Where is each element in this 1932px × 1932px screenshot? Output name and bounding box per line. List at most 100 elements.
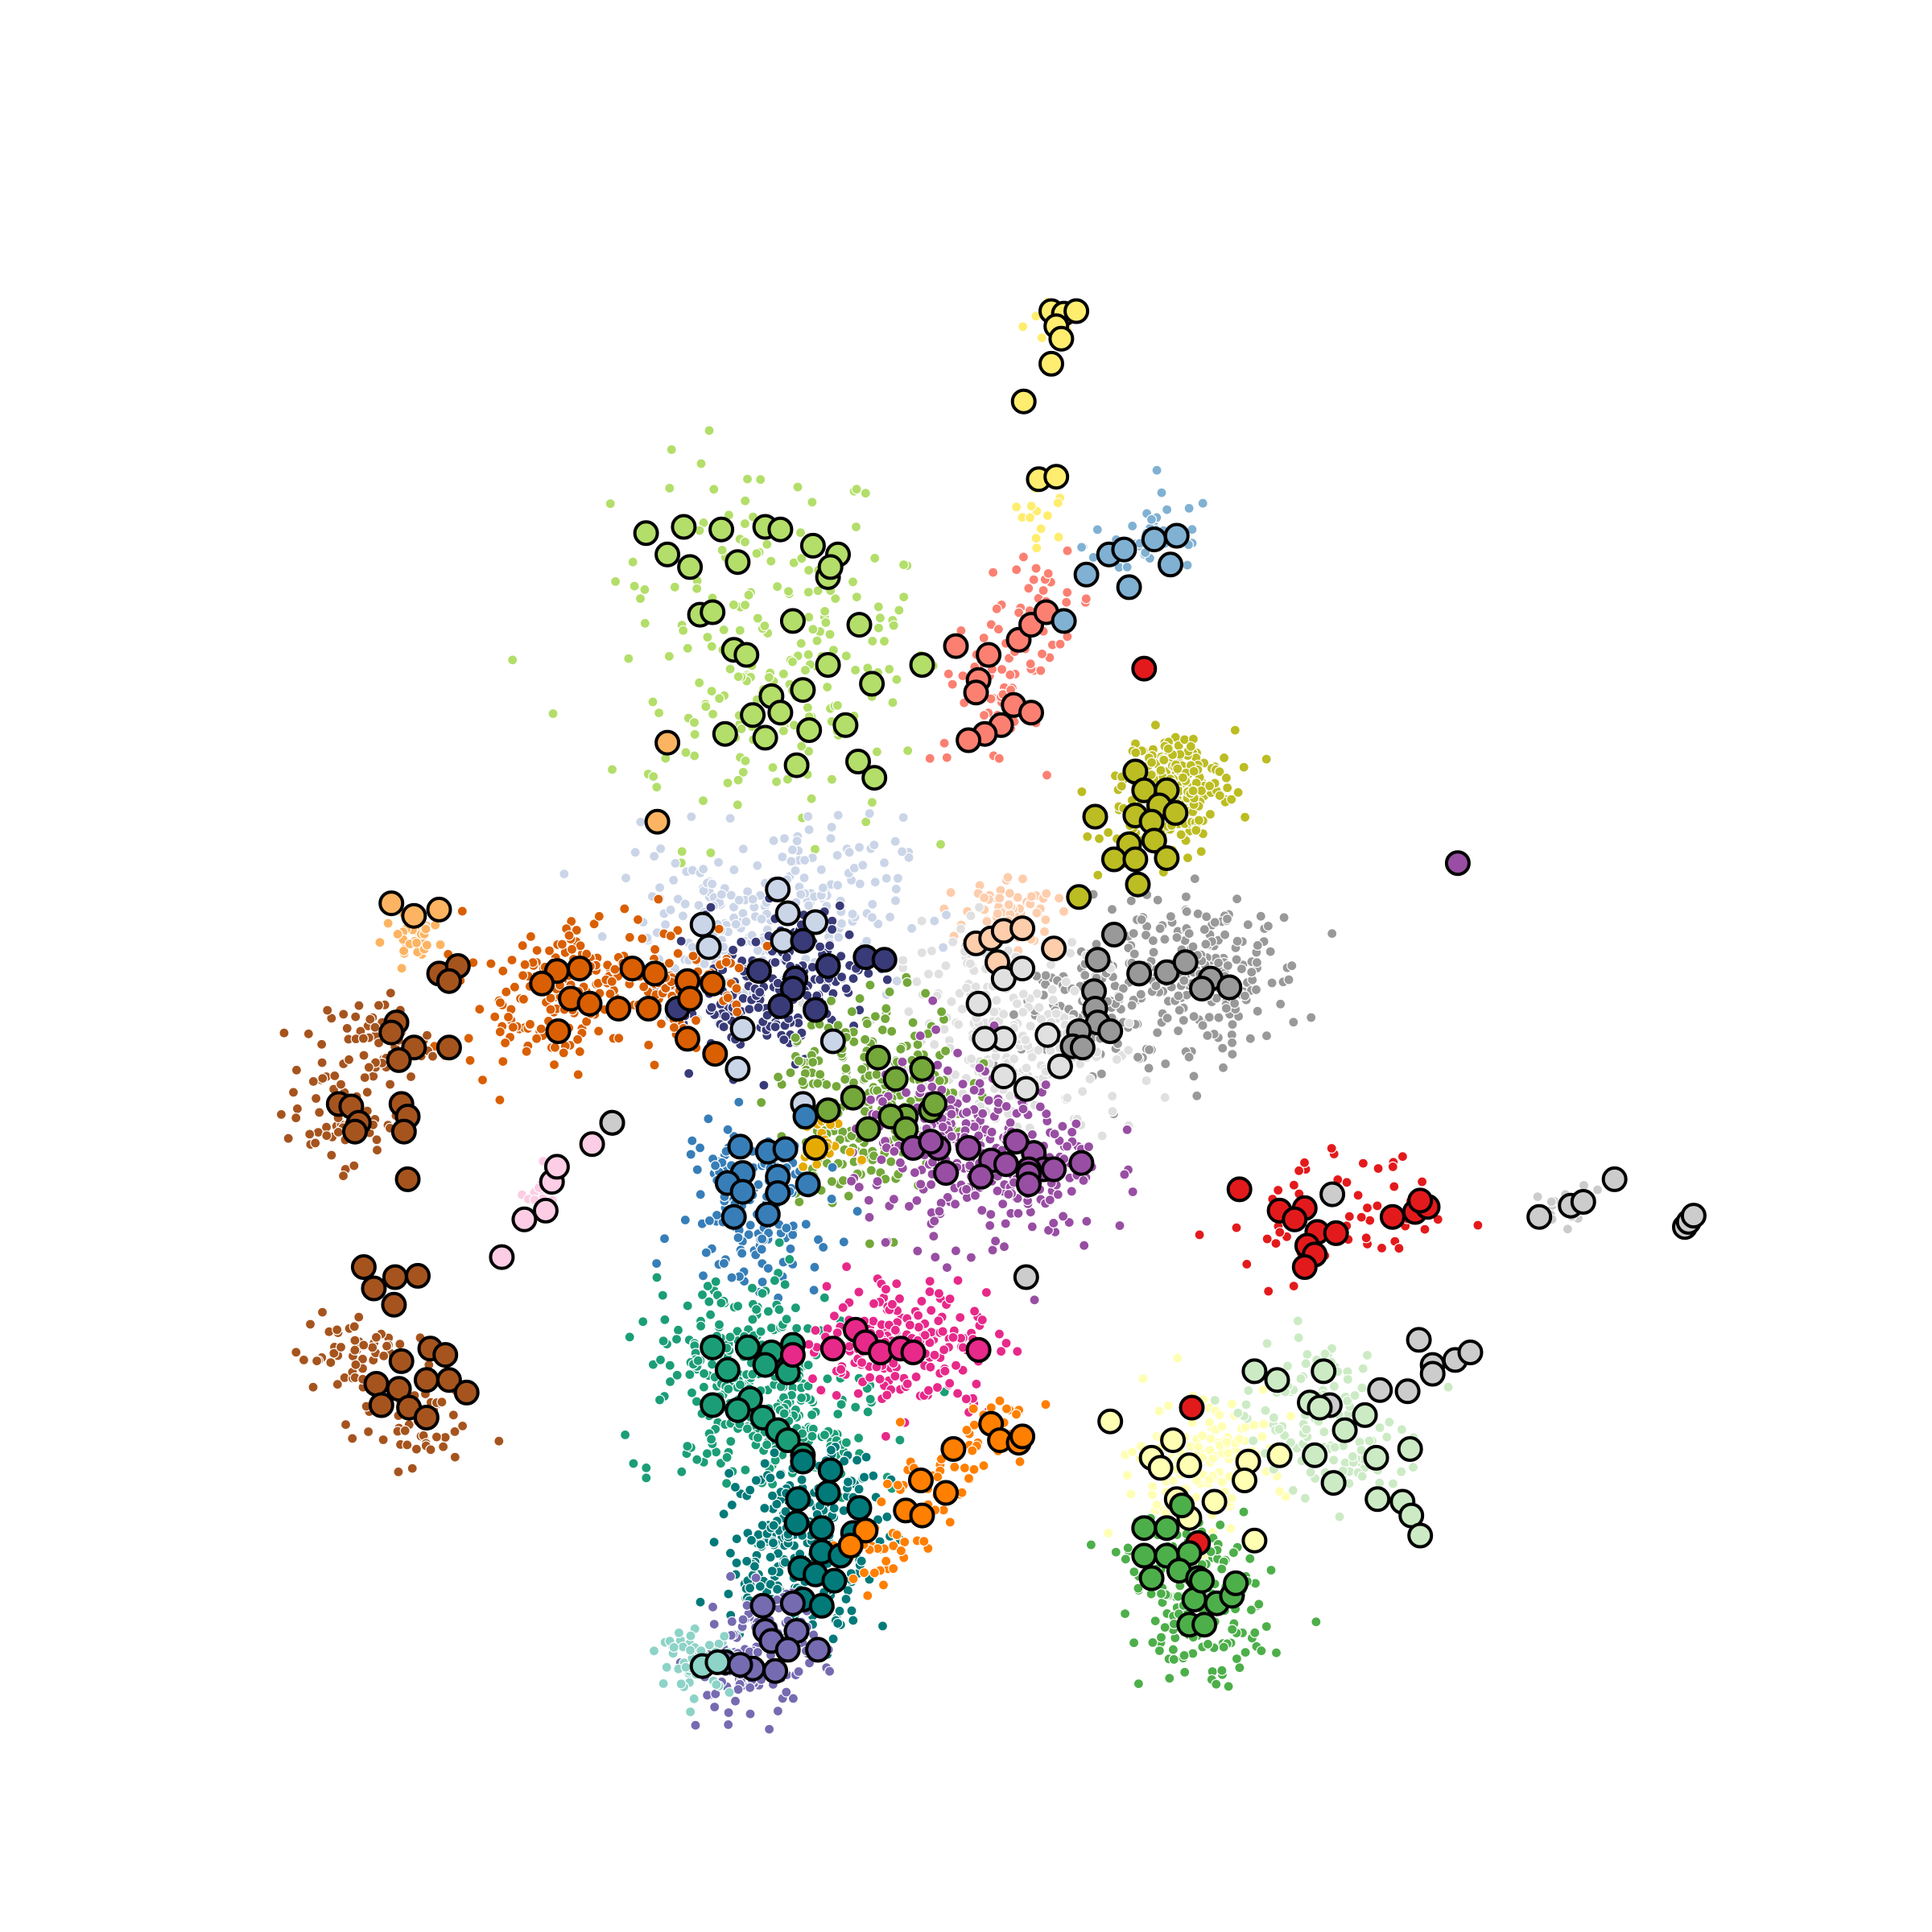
background-point-green: [1147, 1637, 1158, 1649]
background-point-dark-orange: [649, 1059, 660, 1071]
background-point-cream: [1225, 1522, 1236, 1534]
highlighted-point-yellow-green-mid: [865, 1044, 891, 1071]
background-point-dark-orange: [572, 1034, 584, 1045]
background-point-grey: [1140, 930, 1152, 941]
background-point-lavender: [844, 847, 855, 858]
highlighted-point-lavender: [724, 1055, 751, 1082]
highlighted-point-light-orange: [654, 729, 681, 756]
background-point-teal: [822, 1373, 833, 1385]
background-point-blue: [726, 1272, 737, 1283]
highlighted-point-navy: [745, 958, 772, 985]
background-point-steel-blue: [1183, 502, 1195, 514]
background-point-light-yellow: [1042, 510, 1054, 522]
background-point-dark-teal: [749, 1561, 761, 1572]
background-point-lavender: [687, 941, 698, 953]
background-point-light-grey: [1047, 994, 1059, 1005]
background-point-olive: [1076, 786, 1088, 798]
background-point-grey: [1172, 1025, 1184, 1037]
background-point-yellow-green-mid: [793, 1055, 804, 1067]
background-point-blue: [757, 1276, 768, 1288]
background-point-orange: [985, 1402, 997, 1414]
background-point-light-green: [1349, 1389, 1360, 1402]
background-point-dark-orange: [494, 997, 506, 1009]
background-point-green: [1168, 1653, 1179, 1665]
background-point-magenta: [815, 1385, 827, 1396]
background-point-yellow-green: [740, 755, 751, 766]
background-point-light-green: [1361, 1349, 1373, 1361]
background-point-mint: [688, 1693, 700, 1704]
background-point-grey: [1261, 1030, 1273, 1042]
background-point-dark-orange: [731, 983, 742, 994]
background-point-magenta: [925, 1361, 936, 1373]
background-point-lavender: [778, 832, 791, 844]
highlighted-point-olive: [1082, 803, 1108, 830]
background-point-lavender: [903, 852, 914, 863]
highlighted-point-brown: [436, 1367, 462, 1393]
background-point-purple: [977, 1108, 989, 1119]
highlighted-point-brown: [378, 1019, 405, 1046]
background-point-dark-orange: [665, 930, 676, 942]
background-point-yellow-green: [807, 497, 818, 508]
background-point-olive: [1150, 720, 1162, 731]
background-point-grey: [1252, 939, 1263, 952]
highlighted-point-dark-orange: [675, 1026, 700, 1052]
background-point-blue: [757, 1233, 768, 1245]
background-point-dark-orange: [463, 1033, 474, 1044]
highlighted-point-grey: [1069, 1034, 1096, 1061]
background-point-lavender: [873, 919, 884, 930]
background-point-olive: [1116, 780, 1127, 792]
highlighted-point-dark-orange: [545, 1018, 572, 1044]
background-point-grey: [1148, 947, 1159, 958]
background-point-light-grey: [953, 1018, 964, 1030]
background-point-dark-orange: [619, 903, 630, 914]
background-point-brown: [402, 1439, 413, 1451]
background-point-brown: [341, 1022, 353, 1034]
background-point-red: [1361, 1202, 1373, 1214]
background-point-orange: [877, 1579, 890, 1591]
background-point-navy: [834, 900, 845, 911]
background-point-navy: [753, 1002, 764, 1013]
background-point-brown: [337, 1170, 349, 1182]
background-point-purple: [1044, 1194, 1055, 1206]
background-point-teal: [747, 1314, 758, 1325]
background-point-dark-orange: [549, 1042, 561, 1053]
highlighted-point-grey: [1172, 949, 1199, 976]
background-point-slate-purple: [787, 1693, 799, 1704]
background-point-peach: [1002, 872, 1013, 883]
background-point-grey: [1159, 934, 1170, 945]
background-point-magenta: [890, 1370, 901, 1382]
background-point-dark-teal: [877, 1620, 889, 1632]
background-point-dark-teal: [840, 1593, 852, 1605]
background-point-lavender: [799, 872, 810, 884]
background-point-light-grey: [991, 995, 1002, 1006]
background-point-dark-orange: [499, 1037, 511, 1049]
background-point-yellow-green: [803, 564, 815, 576]
background-point-teal: [710, 1276, 721, 1287]
background-point-yellow-green-mid: [815, 1069, 826, 1080]
background-point-blue: [733, 1096, 745, 1108]
background-point-yellow-green: [743, 589, 754, 601]
background-point-cream: [1204, 1444, 1216, 1455]
highlighted-point-light-grey: [1046, 1053, 1073, 1080]
background-point-lavender: [635, 816, 646, 828]
background-point-magenta: [807, 1373, 819, 1385]
background-point-purple: [998, 1241, 1010, 1253]
background-point-teal: [790, 1302, 802, 1314]
background-point-purple: [876, 1154, 887, 1166]
background-point-brown: [279, 1027, 290, 1038]
background-point-slate-purple: [709, 1701, 720, 1713]
background-point-grey: [1221, 913, 1233, 925]
background-point-mint: [661, 1662, 672, 1673]
background-point-yellow-green: [763, 671, 774, 683]
background-point-mint: [684, 1645, 696, 1656]
background-point-purple: [1078, 1174, 1089, 1187]
background-point-magenta: [902, 1378, 913, 1389]
background-point-brown: [394, 1339, 406, 1350]
background-point-mint: [673, 1627, 685, 1639]
background-point-grey: [1275, 998, 1286, 1009]
highlighted-point-yellow-green: [796, 717, 823, 743]
background-point-brown: [325, 1356, 336, 1368]
background-point-lavender: [847, 908, 858, 920]
background-point-purple: [968, 1084, 980, 1096]
background-point-teal: [641, 1472, 652, 1484]
